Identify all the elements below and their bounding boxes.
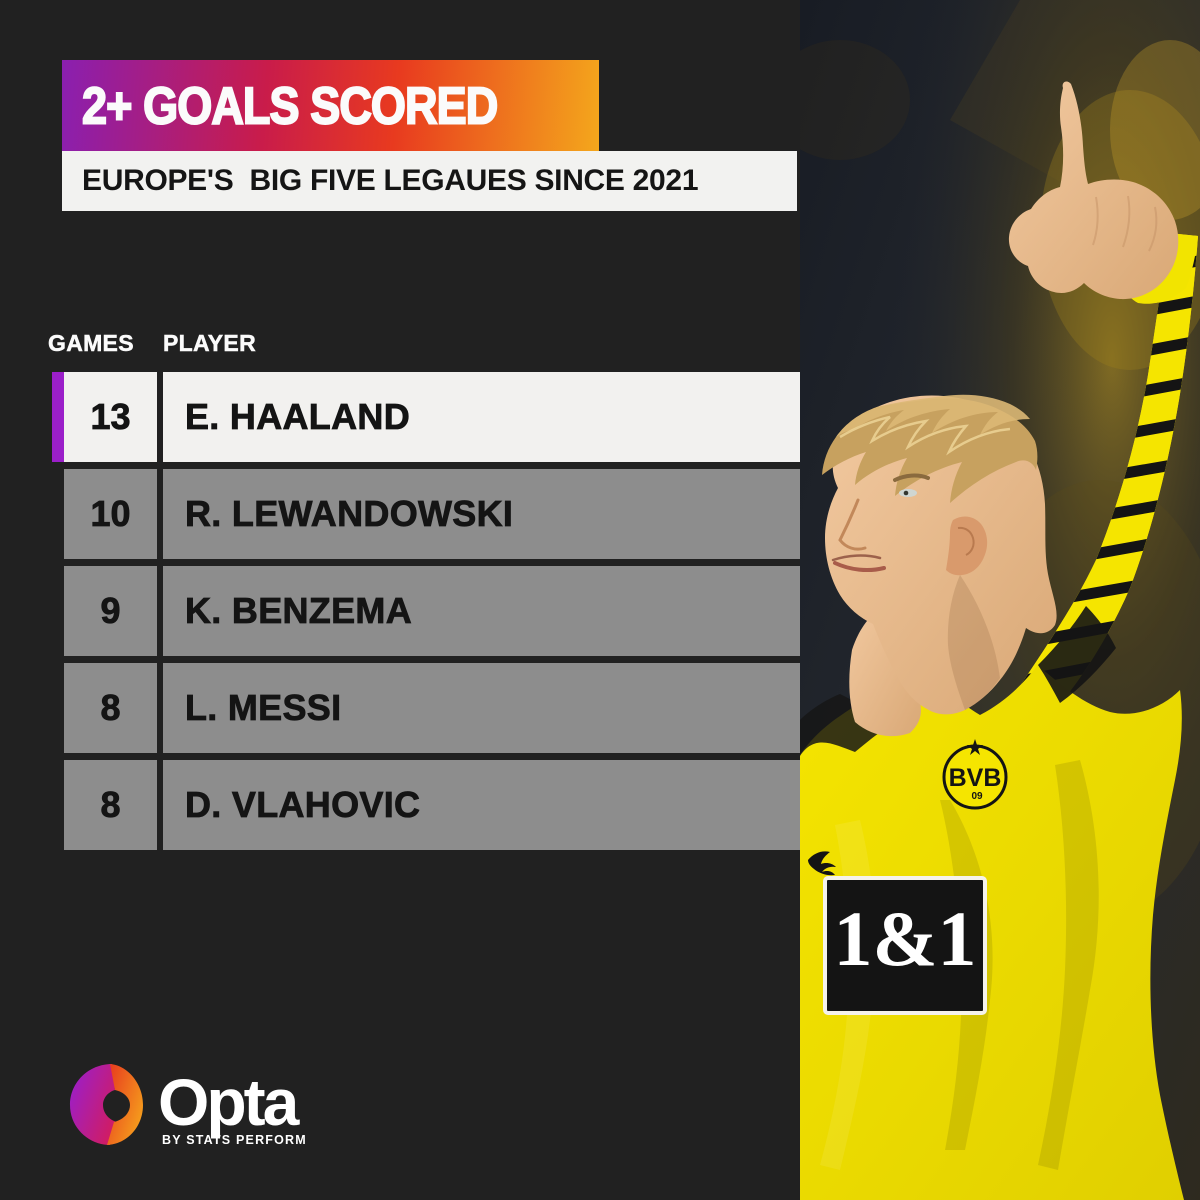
svg-text:1&1: 1&1 <box>834 895 977 982</box>
svg-text:09: 09 <box>971 791 983 802</box>
svg-text:BVB: BVB <box>949 764 1002 792</box>
svg-text:BY STATS PERFORM: BY STATS PERFORM <box>162 1133 307 1147</box>
svg-text:Opta: Opta <box>158 1065 301 1139</box>
